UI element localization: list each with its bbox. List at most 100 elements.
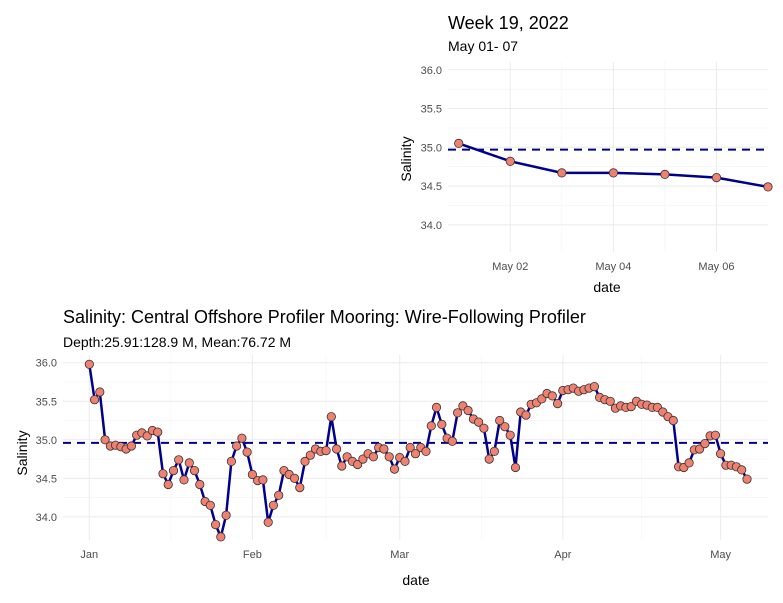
season-chart-data-point: [163, 479, 173, 490]
season-chart-data-point: [484, 454, 494, 464]
week-chart-y-tick-label: 36.0: [421, 65, 442, 77]
season-chart-data-point: [247, 469, 257, 480]
season-chart-data-point: [668, 415, 678, 426]
season-chart-data-point: [368, 452, 378, 462]
week-chart-y-axis-label: Salinity: [398, 136, 414, 181]
season-chart-points: [84, 359, 752, 542]
season-chart-data-point: [84, 359, 94, 369]
week-chart-grid: [448, 62, 768, 252]
season-chart-data-point: [521, 410, 531, 420]
week-chart-x-tick-label: May 06: [698, 261, 734, 273]
season-chart-y-axis-label: Salinity: [14, 430, 30, 475]
season-chart-data-point: [431, 402, 442, 412]
season-chart-data-point: [331, 444, 342, 454]
season-chart-data-point: [216, 532, 226, 542]
season-chart-data-point: [400, 456, 410, 466]
week-chart-data-point: [763, 182, 773, 192]
season-chart-data-point: [500, 422, 510, 432]
season-chart-data-point: [379, 444, 389, 454]
season-chart-data-point: [452, 408, 463, 418]
week-chart: Week 19, 2022 May 01- 07 34.0 34.5 35.0 35.…: [398, 13, 773, 295]
season-chart-x-tick-label: Jan: [80, 549, 98, 561]
season-chart-data-point: [179, 475, 189, 485]
week-chart-data-point: [505, 156, 515, 166]
week-chart-y-tick-label: 35.5: [421, 104, 442, 116]
season-chart-data-point: [90, 395, 100, 405]
season-chart-data-point: [195, 479, 205, 490]
week-chart-y-tick-label: 35.0: [421, 142, 442, 154]
season-chart-data-point: [289, 473, 300, 483]
week-chart-data-point: [608, 168, 619, 178]
season-chart-data-point: [100, 435, 110, 445]
season-chart-y-tick-label: 36.0: [36, 358, 57, 370]
season-chart-y-tick-label: 35.0: [36, 435, 57, 447]
season-chart-y-tick-label: 34.0: [36, 512, 57, 524]
season-chart-data-point: [737, 465, 747, 475]
season-chart-data-point: [205, 500, 215, 510]
week-chart-data-point: [711, 173, 722, 183]
season-chart-data-point: [605, 396, 615, 406]
week-chart-title: Week 19, 2022: [448, 13, 569, 33]
week-chart-points: [454, 138, 773, 192]
season-chart-data-point: [211, 519, 221, 530]
season-chart-x-axis-label: date: [402, 572, 429, 588]
season-chart: Salinity: Central Offshore Profiler Moor…: [14, 307, 768, 588]
season-chart-y-tick-label: 34.5: [36, 473, 57, 485]
season-chart-data-point: [221, 510, 231, 520]
week-chart-x-axis-label: date: [593, 279, 620, 295]
season-chart-x-tick-label: Mar: [390, 549, 409, 561]
season-chart-data-point: [189, 465, 200, 476]
season-chart-data-point: [742, 474, 752, 484]
season-chart-data-point: [300, 456, 310, 466]
season-chart-data-point: [305, 450, 315, 460]
season-chart-data-point: [242, 447, 252, 457]
season-chart-data-point: [168, 465, 179, 476]
season-chart-data-point: [510, 462, 521, 473]
season-chart-data-point: [232, 441, 242, 451]
season-chart-data-point: [337, 461, 347, 471]
season-chart-data-point: [447, 436, 457, 446]
season-chart-x-tick-label: May: [710, 549, 731, 561]
season-chart-x-tick-label: Apr: [554, 549, 571, 561]
week-chart-subtitle: May 01- 07: [448, 38, 518, 54]
week-chart-y-ticks: 34.0 34.5 35.0 35.5 36.0: [421, 65, 442, 232]
season-chart-data-point: [184, 458, 194, 468]
season-chart-data-point: [547, 391, 557, 401]
season-chart-data-point: [258, 475, 268, 485]
season-chart-data-point: [263, 517, 273, 527]
season-chart-data-point: [405, 442, 415, 453]
season-chart-data-point: [473, 417, 484, 427]
season-chart-data-point: [274, 490, 284, 500]
season-chart-y-ticks: 34.0 34.5 35.0 35.5 36.0: [36, 358, 57, 524]
week-chart-x-tick-label: May 02: [492, 261, 528, 273]
season-chart-data-point: [421, 446, 431, 456]
season-chart-data-point: [505, 430, 515, 440]
season-chart-data-point: [463, 405, 473, 416]
season-chart-data-point: [326, 412, 336, 422]
season-chart-x-tick-label: Feb: [243, 549, 262, 561]
season-chart-data-point: [410, 449, 421, 459]
season-chart-data-point: [715, 449, 726, 459]
season-chart-data-point: [153, 427, 163, 437]
season-chart-data-point: [479, 423, 489, 433]
season-chart-data-point: [126, 441, 136, 451]
week-chart-y-tick-label: 34.5: [421, 181, 442, 193]
season-chart-data-point: [384, 452, 394, 462]
season-chart-y-tick-label: 35.5: [36, 396, 57, 408]
season-chart-data-point: [295, 482, 305, 493]
season-chart-subtitle: Depth:25.91:128.9 M, Mean:76.72 M: [63, 334, 291, 350]
season-chart-data-point: [684, 458, 694, 468]
season-chart-data-point: [321, 445, 331, 456]
season-chart-data-point: [158, 469, 168, 479]
week-chart-data-point: [454, 138, 464, 148]
season-chart-title: Salinity: Central Offshore Profiler Moor…: [63, 307, 586, 327]
season-chart-x-ticks: Jan Feb Mar Apr May: [80, 549, 731, 561]
week-chart-x-ticks: May 02 May 04 May 06: [492, 261, 734, 273]
week-chart-data-point: [557, 168, 567, 178]
season-chart-data-point: [389, 464, 400, 474]
season-chart-data-point: [174, 455, 184, 465]
season-chart-data-point: [700, 438, 710, 449]
week-chart-data-point: [660, 169, 670, 179]
